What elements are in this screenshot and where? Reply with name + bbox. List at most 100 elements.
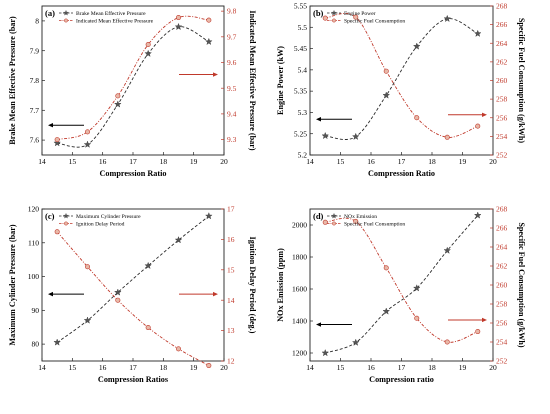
arrow-head bbox=[213, 72, 218, 77]
data-point-star bbox=[321, 131, 330, 140]
y-right-tick-label: 260 bbox=[496, 281, 508, 290]
legend-star-marker bbox=[63, 9, 69, 16]
y-right-tick-label: 252 bbox=[496, 151, 508, 160]
left-axis-arrow bbox=[316, 117, 352, 122]
x-tick-label: 20 bbox=[220, 157, 228, 166]
data-point-star bbox=[114, 100, 122, 108]
legend-star-marker bbox=[63, 212, 69, 219]
y-left-tick-label: 5.5 bbox=[298, 23, 308, 32]
x-tick-label: 15 bbox=[337, 157, 345, 166]
x-tick-label: 16 bbox=[99, 157, 107, 166]
data-point-star bbox=[53, 139, 61, 147]
legend-circle-marker bbox=[332, 18, 336, 23]
legend-circle-marker bbox=[332, 221, 336, 226]
x-axis-title: Compression Ratios bbox=[98, 375, 168, 384]
data-point-circle bbox=[54, 137, 60, 143]
x-axis-title: Compression Ratio bbox=[100, 169, 167, 178]
data-point-circle bbox=[322, 219, 328, 225]
y-left-tick-label: 5.4 bbox=[298, 65, 308, 74]
data-point-star bbox=[174, 22, 183, 31]
x-tick-label: 20 bbox=[489, 363, 497, 372]
series-line-left bbox=[325, 18, 478, 140]
left-axis-arrow bbox=[48, 123, 84, 128]
y-right-tick-label: 256 bbox=[496, 319, 508, 328]
data-point-circle bbox=[414, 115, 420, 121]
data-point-circle bbox=[475, 329, 481, 335]
legend-star-marker bbox=[331, 212, 337, 219]
data-point-circle bbox=[206, 363, 212, 369]
x-axis-title: Compression ratio bbox=[369, 375, 434, 384]
panel-c: 14 15 16 17 18 19 20 Compression Ratios 80 90 100 1… bbox=[8, 205, 257, 384]
y-right-tick-label: 16 bbox=[227, 235, 235, 244]
x-tick-label: 18 bbox=[428, 363, 436, 372]
y-right-tick-label: 9.3 bbox=[227, 135, 237, 144]
y-left-tick-label: 5.2 bbox=[298, 151, 308, 160]
legend-label: Maximum Cylinder Pressure bbox=[76, 214, 141, 220]
data-point-star bbox=[382, 91, 391, 99]
data-point-circle bbox=[383, 68, 389, 74]
series-line-right bbox=[57, 15, 209, 141]
y-left-axis-title: Engine Power (kW) bbox=[276, 46, 285, 115]
x-tick-label: 16 bbox=[99, 363, 107, 372]
data-point-star bbox=[351, 132, 360, 140]
panel-b: 14 15 16 17 18 19 20 Compression Ratio 5.2 5.25 5.… bbox=[276, 2, 526, 178]
legend-label: Ignition Delay Period bbox=[76, 222, 125, 228]
right-axis-arrow bbox=[448, 112, 487, 117]
data-point-circle bbox=[444, 134, 450, 140]
y-right-tick-label: 266 bbox=[496, 20, 508, 29]
data-point-star bbox=[174, 236, 183, 244]
data-point-star bbox=[443, 14, 452, 22]
y-right-tick-label: 264 bbox=[496, 39, 508, 48]
y-right-tick-label: 260 bbox=[496, 76, 508, 85]
plot-frame bbox=[41, 208, 225, 362]
y-left-tick-label: 1600 bbox=[292, 285, 307, 294]
arrow-head bbox=[48, 123, 53, 128]
data-point-circle bbox=[115, 93, 121, 99]
arrow-head bbox=[48, 291, 53, 297]
data-point-circle bbox=[414, 315, 420, 321]
x-tick-label: 14 bbox=[306, 157, 314, 166]
y-left-tick-label: 120 bbox=[28, 205, 40, 214]
y-right-tick-label: 9.7 bbox=[227, 32, 237, 41]
y-right-tick-label: 14 bbox=[227, 296, 235, 305]
y-right-tick-label: 254 bbox=[496, 132, 508, 141]
data-point-circle bbox=[85, 129, 91, 135]
x-tick-label: 19 bbox=[459, 157, 467, 166]
legend-label: NOx Emission bbox=[344, 214, 377, 220]
data-point-star bbox=[412, 42, 421, 50]
y-right-tick-label: 252 bbox=[496, 357, 508, 366]
panel-d: 14 15 16 17 18 19 20 Compression ratio 1200 1400 1… bbox=[276, 205, 526, 384]
x-tick-label: 19 bbox=[190, 157, 198, 166]
y-left-tick-label: 1400 bbox=[292, 317, 307, 326]
x-tick-label: 17 bbox=[398, 157, 406, 166]
y-right-tick-label: 258 bbox=[496, 300, 508, 309]
data-point-circle bbox=[206, 17, 212, 23]
y-left-axis-title: Brake Mean Effective Pressure (bar) bbox=[8, 16, 17, 145]
x-tick-label: 18 bbox=[160, 157, 168, 166]
data-point-circle bbox=[322, 15, 328, 21]
y-left-tick-label: 2000 bbox=[292, 221, 307, 230]
series-line-right bbox=[325, 13, 478, 138]
arrow-head bbox=[482, 317, 487, 323]
data-point-star bbox=[382, 307, 391, 315]
legend-label: Specific Fuel Consumption bbox=[344, 18, 405, 25]
x-axis-title: Compression Ratio bbox=[368, 169, 435, 178]
y-left-tick-label: 5.35 bbox=[294, 87, 307, 96]
x-tick-label: 19 bbox=[459, 363, 467, 372]
y-left-tick-label: 5.3 bbox=[298, 108, 308, 117]
plot-frame bbox=[41, 5, 225, 156]
y-right-tick-label: 9.5 bbox=[227, 84, 237, 93]
y-left-tick-label: 5.25 bbox=[294, 129, 307, 138]
x-tick-label: 20 bbox=[220, 363, 228, 372]
y-left-tick-label: 7.7 bbox=[30, 106, 40, 115]
x-tick-label: 15 bbox=[69, 157, 77, 166]
y-right-axis-title: Indicated Mean Effective Pressure (bar) bbox=[248, 10, 257, 150]
data-point-circle bbox=[475, 123, 481, 129]
data-point-circle bbox=[145, 325, 151, 331]
data-point-circle bbox=[383, 265, 389, 271]
y-right-tick-label: 268 bbox=[496, 205, 508, 214]
right-axis-arrow bbox=[179, 291, 218, 297]
x-tick-label: 17 bbox=[398, 363, 406, 372]
data-point-circle bbox=[54, 229, 60, 235]
y-left-tick-label: 7.9 bbox=[30, 46, 40, 55]
